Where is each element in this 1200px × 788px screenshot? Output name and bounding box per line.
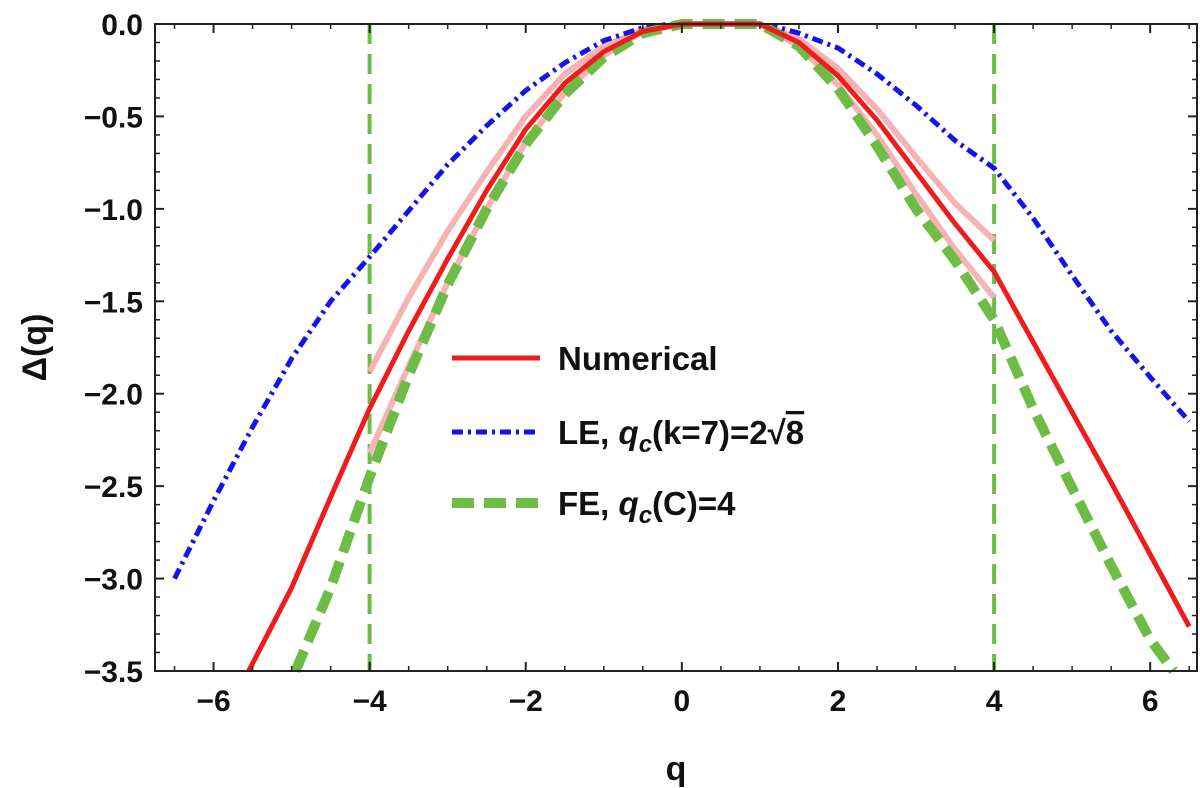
y-tick-label: 0.0 xyxy=(101,9,143,42)
axis-ticks: −6 −4 −2 0 2 4 6 0.0 −0.5 −1.0 −1.5 −2.0 −2.5 −3.0 −3.… xyxy=(84,9,1197,718)
y-tick-label: −3.0 xyxy=(84,564,143,597)
x-axis-title: q xyxy=(666,750,687,788)
legend-label: LE, qc(k=7)=2√8 xyxy=(558,414,804,458)
x-tick-label: 4 xyxy=(986,685,1003,718)
x-tick-label: −2 xyxy=(509,685,543,718)
y-tick-label: −1.5 xyxy=(84,286,143,319)
legend-label: Numerical xyxy=(558,340,718,377)
x-tick-label: 0 xyxy=(674,685,691,718)
legend-label: FE, qc(C)=4 xyxy=(558,485,736,529)
y-tick-label: −2.0 xyxy=(84,379,143,412)
x-tick-label: −6 xyxy=(196,685,230,718)
y-axis-title: Δ(q) xyxy=(16,314,54,382)
y-tick-label: −1.0 xyxy=(84,194,143,227)
plot-border xyxy=(154,23,1198,672)
series-line-dashed xyxy=(290,19,1178,674)
legend: Numerical LE, qc(k=7)=2√8 FE, qc(C)=4 xyxy=(452,340,804,529)
y-tick-label: −0.5 xyxy=(84,101,143,134)
x-tick-label: −4 xyxy=(353,685,388,718)
y-tick-label: −3.5 xyxy=(84,656,143,689)
plot-frame xyxy=(154,23,1198,672)
error-band-lower-line xyxy=(366,21,997,455)
x-tick-label: 2 xyxy=(830,685,847,718)
y-tick-label: −2.5 xyxy=(84,471,143,504)
series-line-solid xyxy=(246,21,1192,673)
x-tick-label: 6 xyxy=(1142,685,1159,718)
error-band-upper-line xyxy=(366,21,997,373)
